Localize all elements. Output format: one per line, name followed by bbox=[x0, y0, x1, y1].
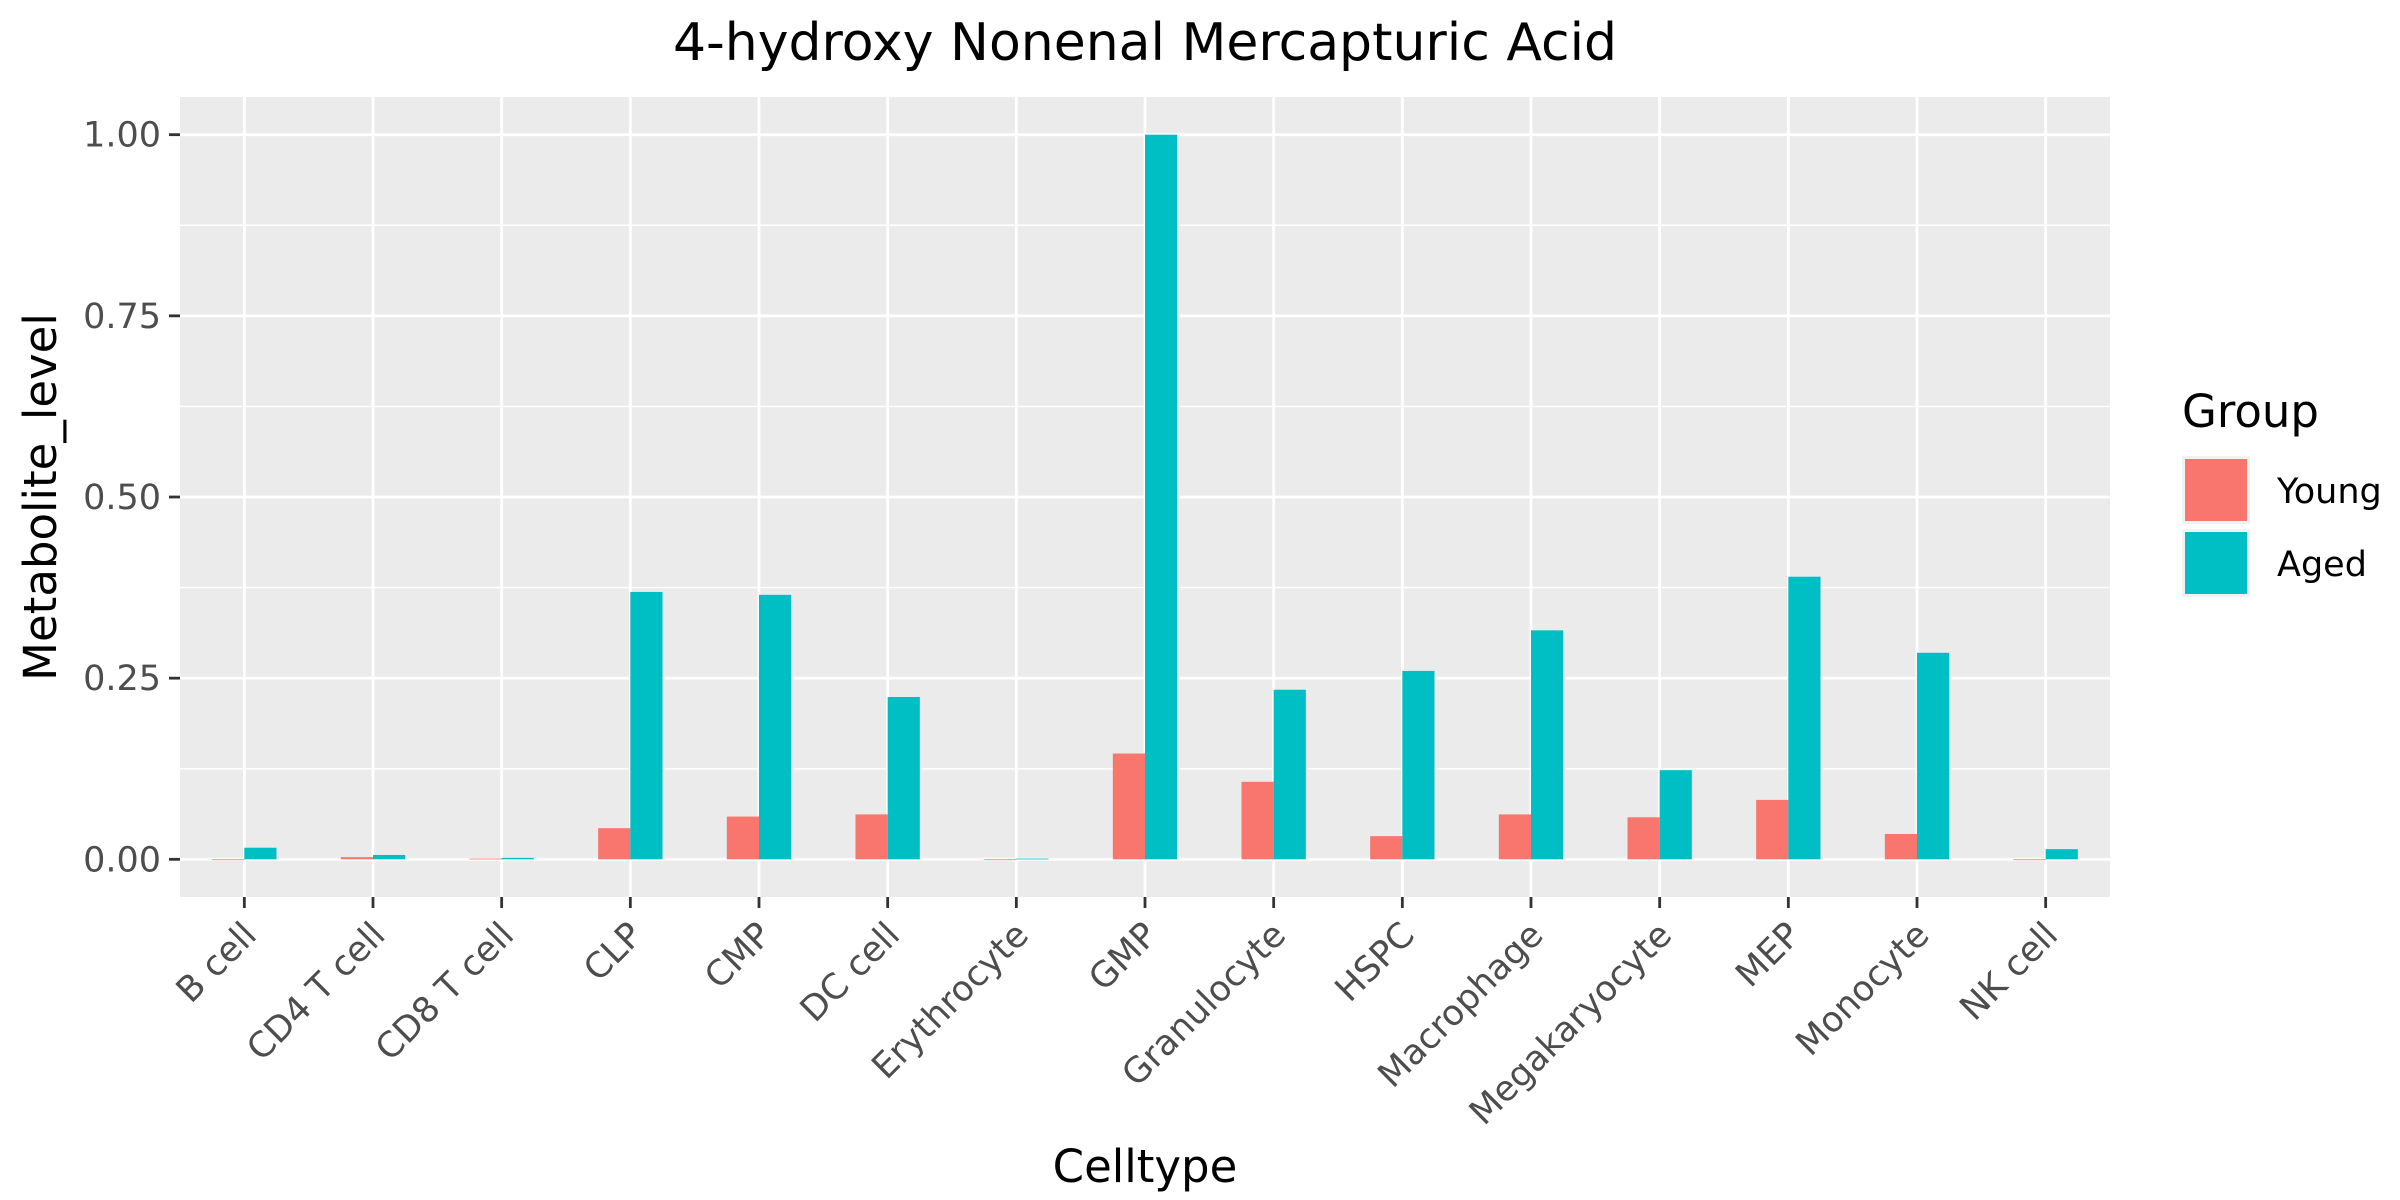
x-tick-label-cd8-t-cell: CD8 T cell bbox=[368, 915, 522, 1069]
x-tick-label-nk-cell: NK cell bbox=[1953, 915, 2066, 1028]
x-tick-label-monocyte: Monocyte bbox=[1789, 915, 1938, 1064]
legend-swatch-young bbox=[2185, 459, 2247, 521]
x-tick-label-gmp: GMP bbox=[1082, 915, 1166, 999]
bar-aged-nk-cell bbox=[2045, 849, 2078, 860]
bar-young-cd8-t-cell bbox=[469, 858, 502, 860]
x-axis-title: Celltype bbox=[1053, 1140, 1238, 1193]
legend: Group Young Aged bbox=[2182, 385, 2382, 597]
legend-swatch-aged bbox=[2185, 532, 2247, 594]
y-tick-label: 0.75 bbox=[83, 297, 161, 337]
bar-aged-cd4-t-cell bbox=[373, 854, 406, 860]
bar-young-hspc bbox=[1370, 836, 1403, 860]
bar-young-granulocyte bbox=[1241, 781, 1274, 860]
bar-aged-megakaryocyte bbox=[1659, 770, 1692, 860]
x-tick-label-b-cell: B cell bbox=[169, 915, 265, 1011]
bar-aged-erythrocyte bbox=[1016, 858, 1049, 860]
y-tick-label: 0.00 bbox=[83, 840, 161, 880]
bar-young-nk-cell bbox=[2013, 859, 2046, 861]
x-tick-label-hspc: HSPC bbox=[1328, 915, 1423, 1010]
bar-young-macrophage bbox=[1498, 814, 1531, 860]
y-tick-label: 0.25 bbox=[83, 659, 161, 699]
x-tick-label-mep: MEP bbox=[1728, 915, 1808, 995]
bar-young-cd4-t-cell bbox=[340, 857, 373, 860]
x-tick-label-dc-cell: DC cell bbox=[793, 915, 908, 1030]
x-tick-label-cd4-t-cell: CD4 T cell bbox=[240, 915, 394, 1069]
x-tick-label-clp: CLP bbox=[576, 915, 650, 989]
bar-young-dc-cell bbox=[855, 814, 888, 860]
legend-label-young: Young bbox=[2276, 472, 2382, 512]
bars bbox=[212, 134, 2078, 861]
bar-young-erythrocyte bbox=[984, 859, 1017, 861]
bar-aged-b-cell bbox=[244, 847, 277, 860]
bar-aged-clp bbox=[630, 591, 663, 860]
bar-aged-hspc bbox=[1402, 670, 1435, 860]
bar-aged-cd8-t-cell bbox=[501, 857, 534, 860]
y-tick-label: 1.00 bbox=[83, 116, 161, 156]
bar-aged-dc-cell bbox=[887, 697, 920, 860]
chart-title: 4-hydroxy Nonenal Mercapturic Acid bbox=[673, 13, 1617, 73]
bar-young-b-cell bbox=[212, 859, 245, 861]
bar-aged-mep bbox=[1788, 576, 1821, 860]
bar-young-gmp bbox=[1112, 753, 1145, 860]
y-axis-title: Metabolite_level bbox=[14, 313, 67, 681]
bar-aged-gmp bbox=[1145, 134, 1178, 860]
legend-title: Group bbox=[2182, 385, 2319, 438]
legend-label-aged: Aged bbox=[2277, 545, 2367, 585]
bar-aged-granulocyte bbox=[1273, 689, 1306, 860]
bar-aged-macrophage bbox=[1531, 630, 1564, 860]
bar-young-clp bbox=[598, 828, 631, 860]
bar-young-megakaryocyte bbox=[1627, 817, 1660, 860]
x-tick-label-cmp: CMP bbox=[698, 915, 780, 997]
bar-aged-monocyte bbox=[1917, 652, 1950, 860]
y-tick-label: 0.50 bbox=[83, 478, 161, 518]
bar-young-cmp bbox=[726, 816, 759, 860]
bar-young-mep bbox=[1756, 799, 1789, 860]
bar-aged-cmp bbox=[759, 594, 792, 860]
bar-young-monocyte bbox=[1884, 833, 1917, 860]
